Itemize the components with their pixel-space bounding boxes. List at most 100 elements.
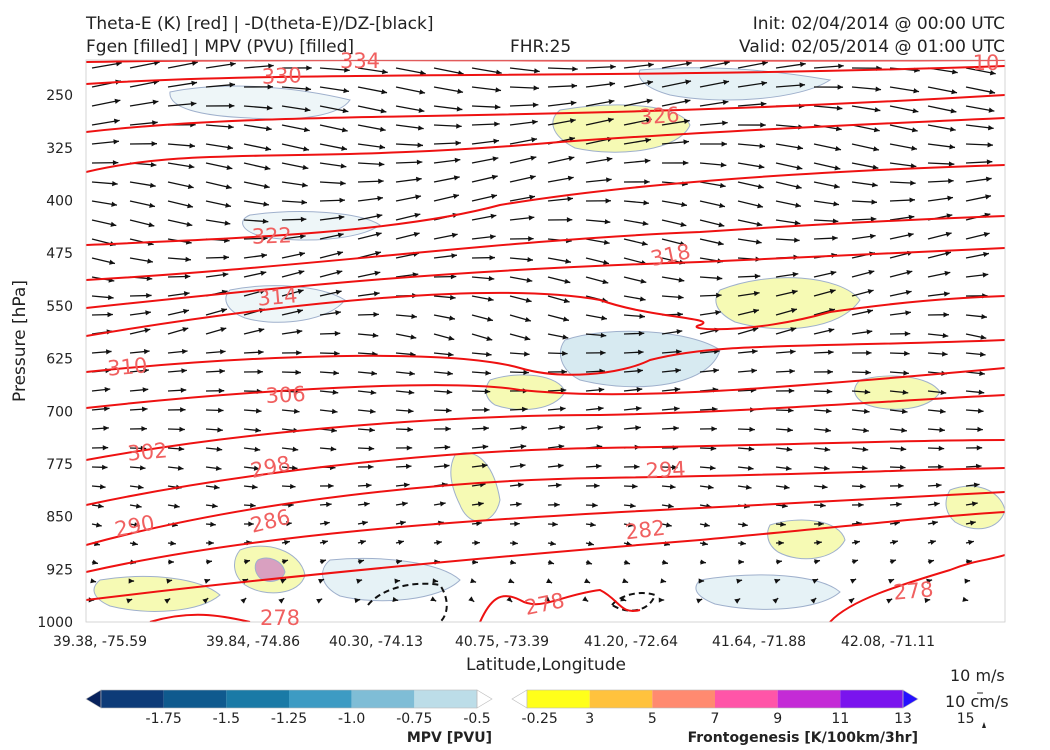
fgen-colorbar-tick: 11 [831,711,849,727]
x-tick-2: 40.30, -74.13 [329,634,423,650]
wind-vector-head [186,221,193,227]
wind-vector-head [778,540,784,546]
mpv-colorbar-tick: -0.25 [522,711,558,727]
wind-vector-head [491,174,498,180]
wind-vector-head [709,465,716,471]
wind-vector-head [443,463,450,469]
wind-vector-head [143,367,149,374]
wind-vector-head [673,406,680,412]
wind-vector-head [107,312,113,318]
wind-vector-head [406,445,413,451]
mpv-colorbar-segment [351,690,415,708]
wind-vector-head [278,598,285,604]
wind-vector-head [523,369,529,376]
wind-vector-head [407,408,414,414]
mpv-colorbar-tick: -1.5 [213,711,240,727]
wind-vector-head [369,427,375,433]
wind-vector-head [302,164,309,170]
wind-vector-head [512,540,518,546]
wind-vector-head [865,369,871,376]
wind-vector-head [711,426,717,432]
wind-vector-head [405,463,412,470]
wind-vector-head [911,145,918,151]
wind-vector-head [943,312,949,318]
wind-vector-head [526,277,533,283]
y-tick-400: 400 [46,194,73,210]
wind-vector-head [484,407,490,413]
wind-vector-head [850,579,857,584]
wind-vector-head [567,196,573,202]
wind-vector-head [946,213,953,219]
wind-vector-head [365,482,372,489]
wind-vector-head [854,539,860,546]
wind-vector-head [344,67,350,73]
y-tick-1000: 1000 [37,615,73,631]
wind-vector-head [790,327,797,333]
wind-vector-head [662,559,668,565]
wind-vector-head [696,598,703,604]
wind-vector-head [640,278,647,284]
wind-vector-head [533,85,540,91]
fgen-colorbar-tick: 9 [773,711,782,727]
chart-title-line1: Theta-E (K) [red] | -D(theta-E)/DZ-[blac… [86,14,434,34]
wind-vector-head [852,559,858,565]
wind-vector-head [530,155,537,161]
wind-vector-head [632,483,638,489]
wind-vector-head [983,251,989,258]
wind-vector-head [872,164,879,170]
wind-vector-head [369,408,376,414]
wind-vector-head [834,165,841,171]
wind-vector-head [296,350,302,356]
fgen-fill [715,277,861,330]
wind-vector-head [544,596,551,602]
wind-vector-head [255,427,261,433]
wind-vector-head [906,270,913,276]
wind-vector-head [910,163,917,169]
y-tick-700: 700 [46,404,73,420]
theta-e-contour [86,339,1005,376]
wind-vector-head [326,501,332,508]
wind-vector-head [892,539,898,545]
wind-vector-head [597,425,603,431]
wind-vector-head [486,335,493,341]
wind-vector-head [546,578,553,583]
wind-vector-head [453,193,459,199]
wind-vector-head [873,127,880,133]
wind-vector-head [110,221,117,227]
wind-vector-head [563,316,569,322]
wind-vector-head [602,279,609,285]
wind-vector-head [286,521,292,527]
wind-vector-head [146,292,152,299]
wind-vector-head [483,425,489,431]
wind-vector-head [606,177,612,183]
x-axis-label: Latitude,Longitude [466,655,626,675]
theta-e-contour [149,613,251,622]
mpv-colorbar-outline [100,689,478,709]
wind-vector-head [722,99,729,106]
wind-vector-head [520,444,527,450]
wind-vector-head [224,220,231,226]
wind-vector-head [454,157,461,163]
wind-vector-head [417,125,424,131]
wind-vector-head [700,559,706,565]
wind-vector-head [417,142,424,148]
wind-vector-head [219,349,226,355]
wind-vector-head [318,578,325,584]
theta-e-contour [479,588,641,622]
wind-vector-head [324,520,330,526]
wind-vector-head [342,108,349,114]
wind-vector-head [722,120,728,126]
wind-vector-head [368,464,374,470]
wind-vector-head [268,63,274,69]
wind-vector-head [929,539,936,545]
wind-vector-head [792,271,799,278]
wind-vector-head [949,126,956,132]
wind-vector-head [685,79,692,85]
wind-vector-head [335,289,342,295]
wind-vector-head [528,215,535,221]
wind-vector-head [152,99,159,105]
fgen-fill [945,485,1005,530]
theta-e-contour-label: 334 [340,49,380,73]
fgen-colorbar-tick: 3 [585,711,594,727]
wind-vector-head [338,214,345,221]
